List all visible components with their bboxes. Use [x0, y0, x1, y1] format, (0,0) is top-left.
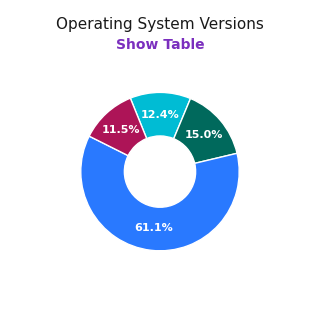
- Wedge shape: [89, 98, 147, 156]
- Text: 11.5%: 11.5%: [102, 125, 140, 135]
- Text: Show Table: Show Table: [116, 38, 204, 52]
- Wedge shape: [130, 92, 190, 139]
- Text: 12.4%: 12.4%: [141, 110, 180, 119]
- Wedge shape: [81, 136, 239, 251]
- Text: 61.1%: 61.1%: [134, 223, 173, 233]
- Text: Operating System Versions: Operating System Versions: [56, 16, 264, 31]
- Wedge shape: [174, 98, 237, 163]
- Text: 15.0%: 15.0%: [184, 130, 223, 140]
